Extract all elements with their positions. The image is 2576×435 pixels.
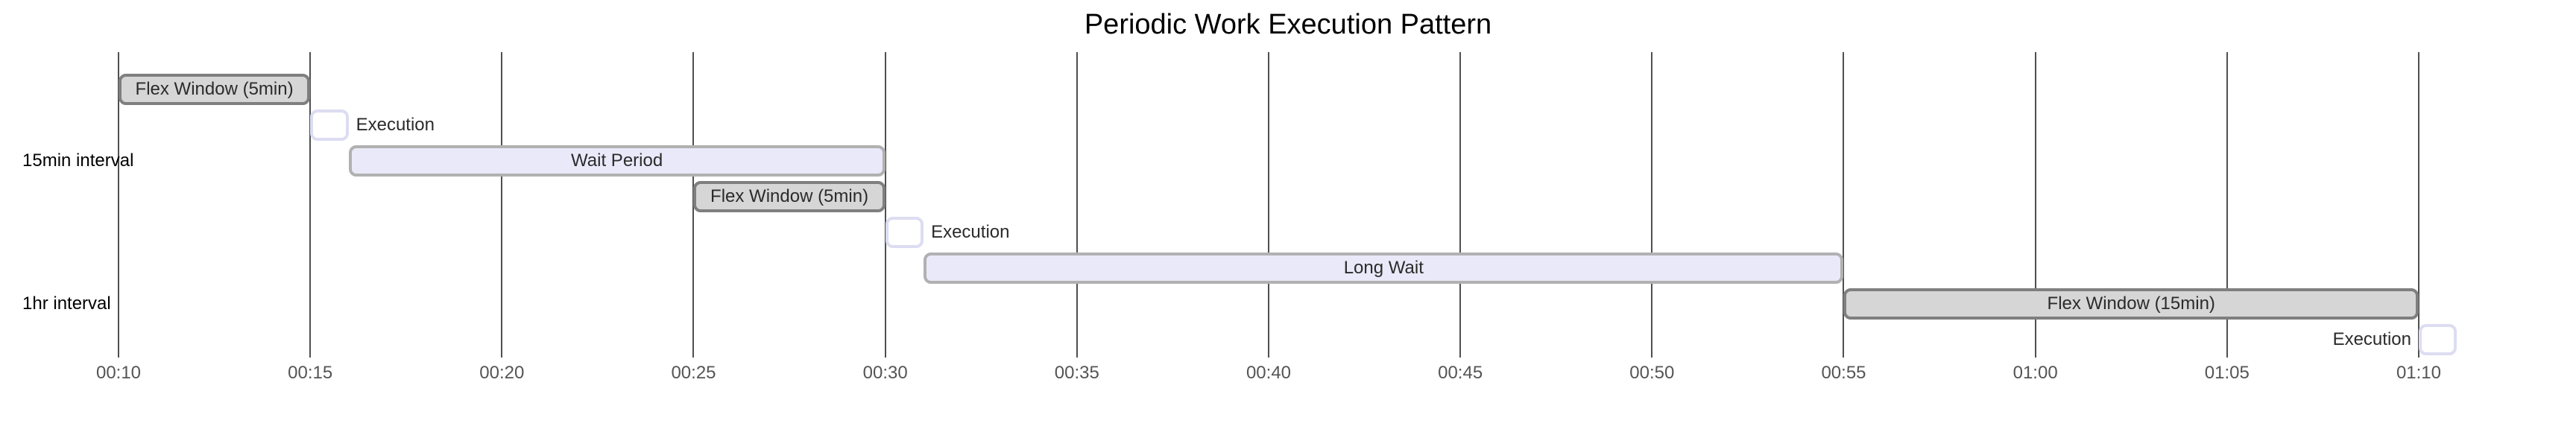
task-bar-execution [2418,324,2457,355]
task-outside-label: Execution [356,115,435,135]
x-tick-label: 00:40 [1246,363,1292,383]
x-tick-label: 01:05 [2204,363,2250,383]
task-bar-wait: Long Wait [924,253,1844,284]
gridline [501,52,503,358]
task-outside-label: Execution [2332,329,2411,349]
gridline [884,52,886,358]
task-bar-label: Flex Window (5min) [135,79,294,99]
task-bar-wait: Wait Period [348,145,886,177]
task-outside-label: Execution [931,222,1010,242]
x-tick-label: 01:00 [2012,363,2058,383]
x-tick-label: 00:30 [862,363,908,383]
task-bar-execution [885,217,924,248]
x-tick-label: 00:50 [1629,363,1675,383]
task-bar-label: Flex Window (5min) [710,186,869,206]
x-tick-label: 00:20 [479,363,525,383]
gridline [1076,52,1078,358]
row-label: 1hr interval [22,293,111,314]
x-tick-label: 00:55 [1821,363,1866,383]
task-bar-flex: Flex Window (5min) [693,181,886,212]
gridline [1267,52,1269,358]
x-tick-label: 00:45 [1438,363,1483,383]
gridline [1459,52,1462,358]
task-bar-execution [310,109,349,141]
chart-title: Periodic Work Execution Pattern [1084,9,1492,40]
gridline [2226,52,2228,358]
task-bar-flex: Flex Window (5min) [119,74,311,105]
task-bar-label: Long Wait [1343,258,1424,278]
x-tick-label: 00:15 [288,363,333,383]
gridline [1651,52,1653,358]
gridline [309,52,312,358]
x-tick-label: 00:10 [95,363,142,383]
task-bar-flex: Flex Window (15min) [1843,288,2419,320]
x-tick-label: 01:10 [2396,363,2441,383]
gridline [2417,52,2419,358]
gridline [118,52,119,358]
x-tick-label: 00:35 [1054,363,1099,383]
task-bar-label: Wait Period [571,150,663,171]
gridline [2034,52,2036,358]
x-tick-label: 00:25 [671,363,716,383]
task-bar-label: Flex Window (15min) [2047,293,2215,314]
gridline [1843,52,1845,358]
row-label: 15min interval [22,150,134,171]
